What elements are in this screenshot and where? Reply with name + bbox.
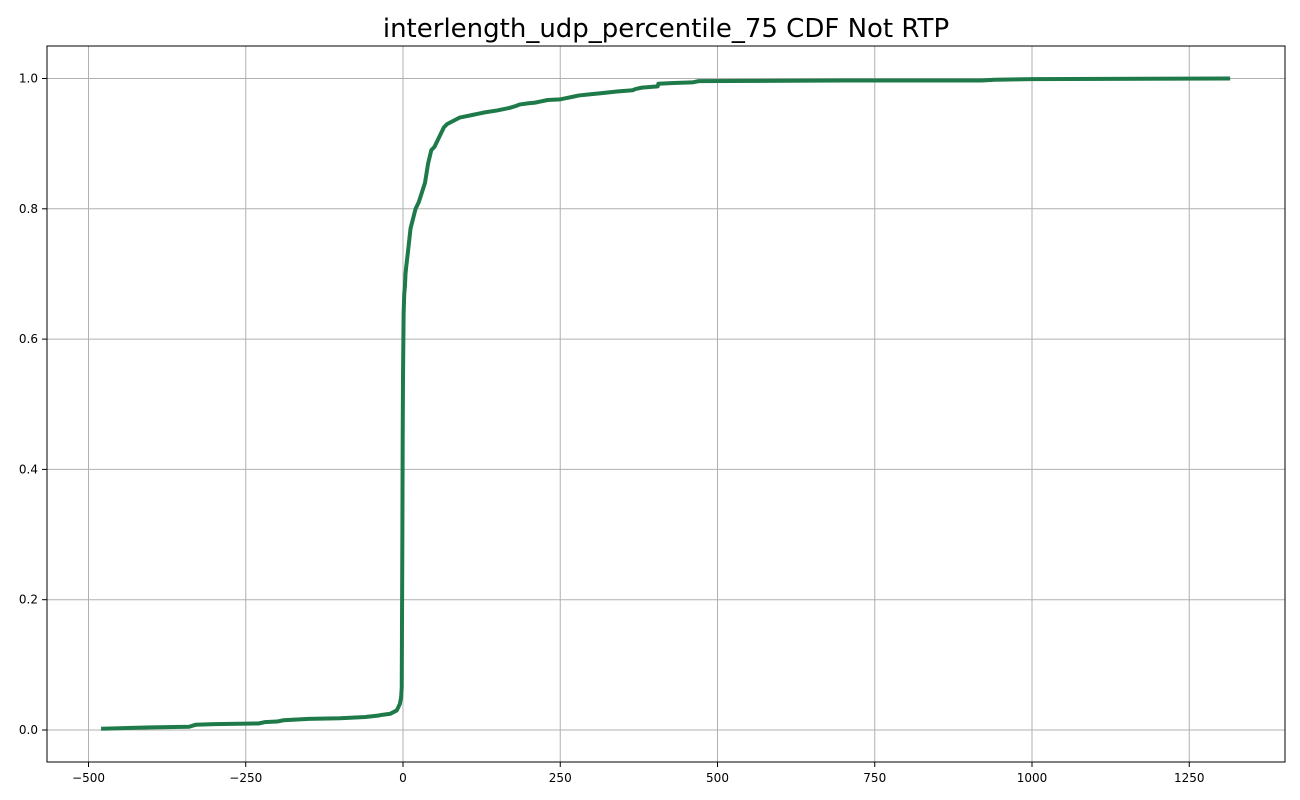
- x-tick-label: 1250: [1174, 771, 1205, 785]
- x-tick-label: 250: [549, 771, 572, 785]
- chart-title: interlength_udp_percentile_75 CDF Not RT…: [383, 14, 949, 44]
- y-tick-label: 0.0: [19, 723, 38, 737]
- x-tick-label: −250: [229, 771, 262, 785]
- y-tick-label: 1.0: [19, 72, 38, 86]
- y-tick-label: 0.4: [19, 462, 38, 476]
- axis-ticks: −500 −250 0 250 500 750 1000 1250 0.0 0.2 0.4 0.6 0.…: [19, 72, 1205, 786]
- cdf-series-line: [101, 76, 1231, 731]
- y-tick-label: 0.2: [19, 593, 38, 607]
- x-tick-label: 1000: [1017, 771, 1048, 785]
- x-tick-label: −500: [72, 771, 105, 785]
- plot-area-frame: [46, 45, 1286, 763]
- x-tick-label: 750: [863, 771, 886, 785]
- x-tick-label: 0: [399, 771, 407, 785]
- x-tick-label: 500: [706, 771, 729, 785]
- grid: [47, 46, 1285, 762]
- y-tick-label: 0.8: [19, 202, 38, 216]
- series-layer: [101, 76, 1231, 731]
- y-tick-label: 0.6: [19, 332, 38, 346]
